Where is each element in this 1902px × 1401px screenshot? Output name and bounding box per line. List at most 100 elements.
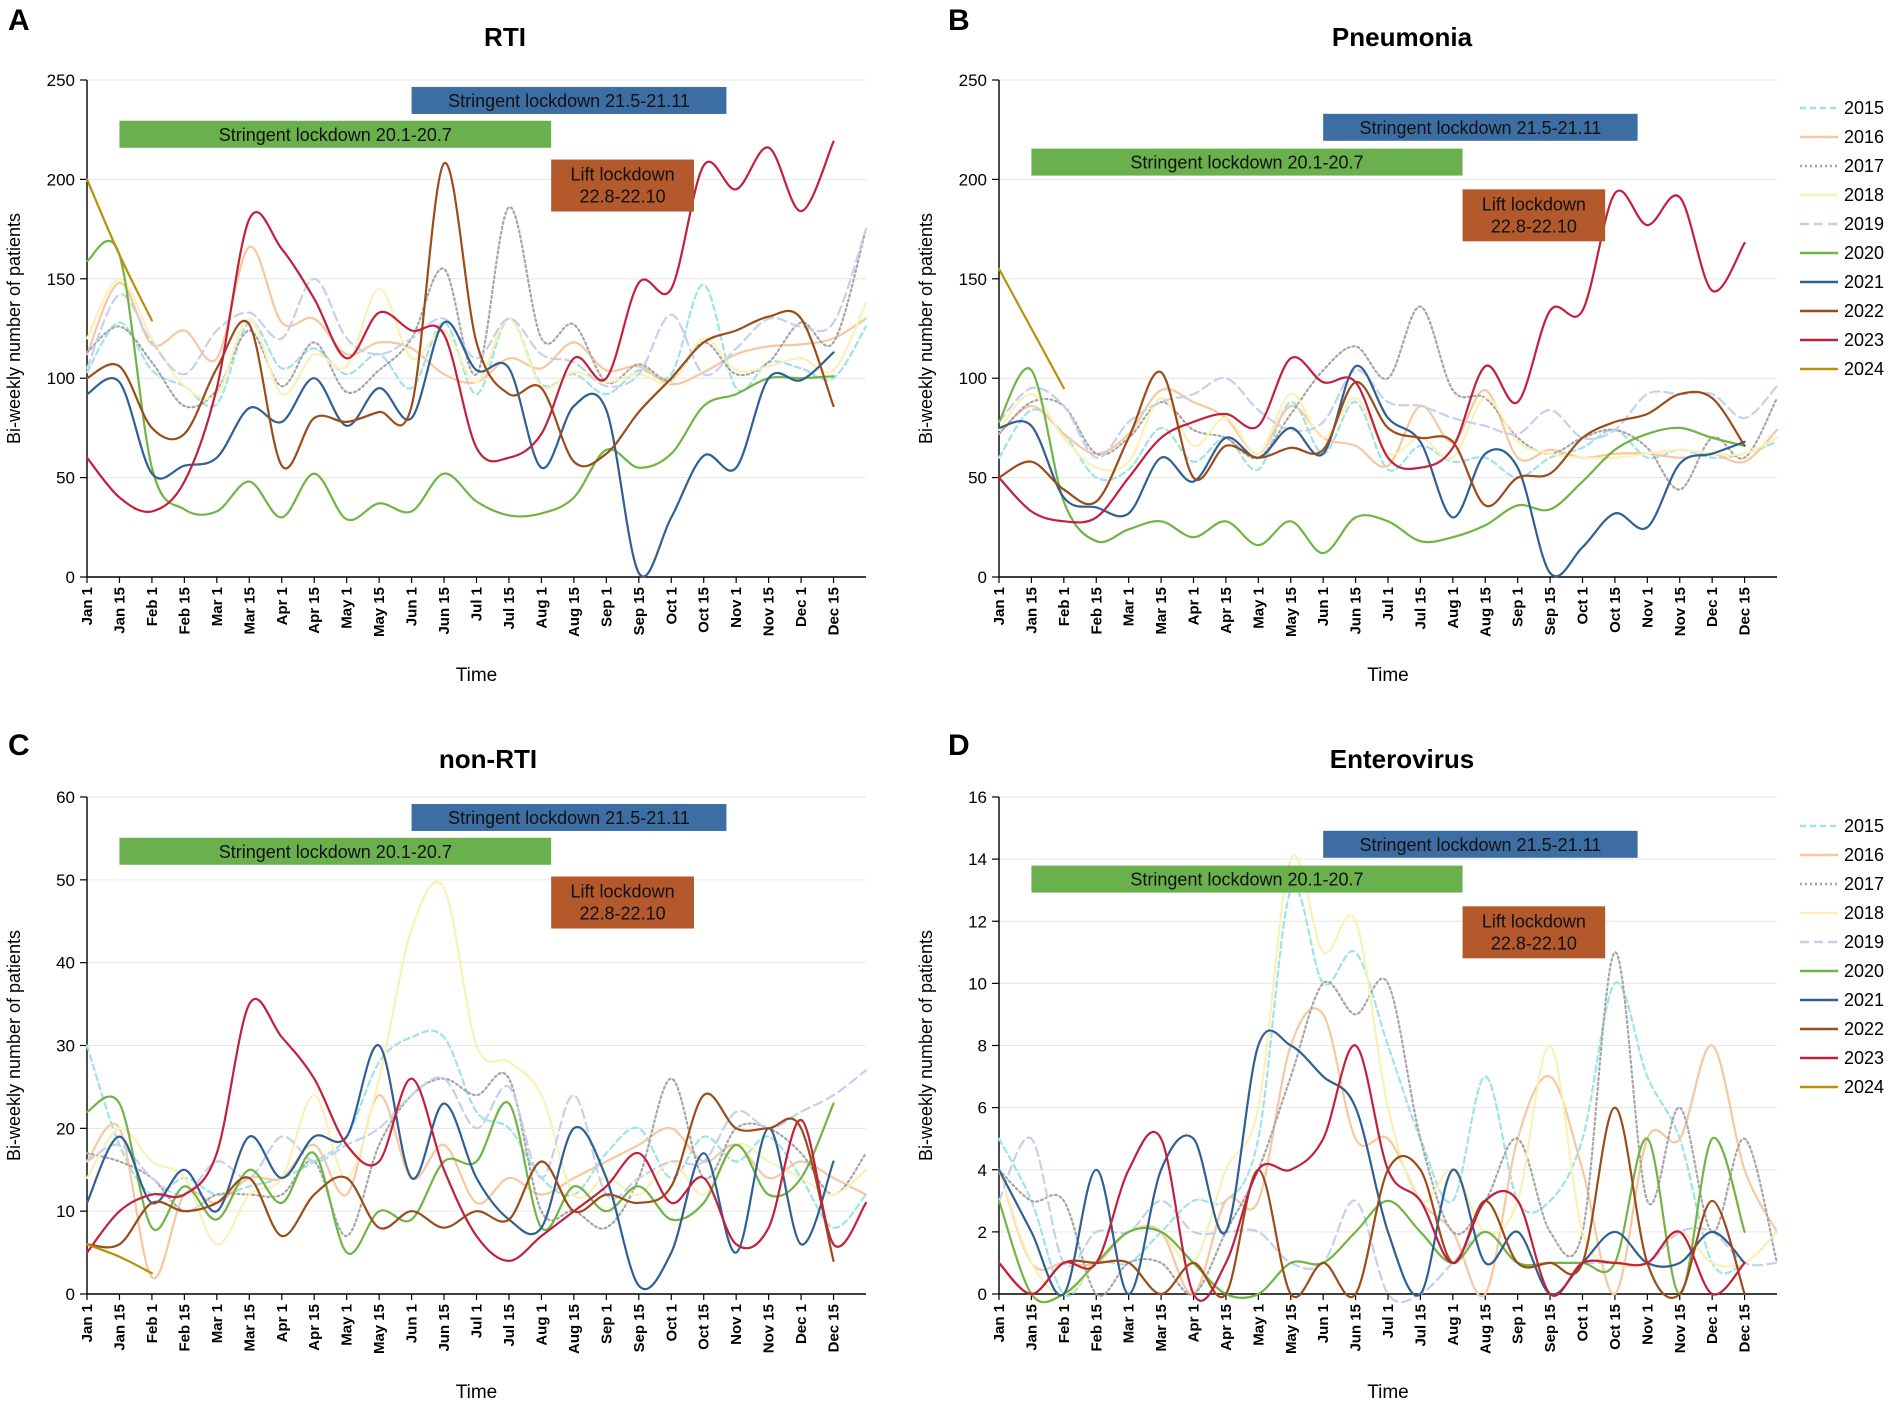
x-tick-label: Dec 15 — [826, 587, 843, 635]
legend-label-2022: 2022 — [1844, 1019, 1884, 1039]
y-axis-label: Bi-weekly number of patients — [916, 213, 936, 444]
x-tick-label: Feb 1 — [144, 587, 161, 626]
panel-title-a: RTI — [484, 22, 526, 52]
x-tick-label: Jul 1 — [1380, 587, 1397, 621]
y-tick-label: 50 — [56, 469, 75, 488]
y-tick-label: 200 — [47, 170, 75, 189]
lift-lockdown-dates: 22.8-22.10 — [1491, 216, 1577, 236]
x-tick-label: Jan 15 — [1023, 587, 1040, 634]
x-tick-label: Aug 15 — [566, 1304, 583, 1354]
lockdown-label-2021: Stringent lockdown 21.5-21.11 — [1359, 835, 1601, 855]
x-tick-label: Jan 15 — [111, 587, 128, 634]
x-tick-label: Mar 15 — [241, 1304, 258, 1352]
x-tick-label: Apr 15 — [306, 587, 323, 634]
x-tick-label: Aug 1 — [533, 587, 550, 629]
x-tick-label: Feb 1 — [1056, 1304, 1073, 1343]
lift-lockdown-label: Lift lockdown — [571, 165, 675, 185]
x-tick-label: Jun 1 — [404, 587, 421, 626]
x-tick-label: Sep 15 — [631, 1304, 648, 1352]
panel-b: B Pneumonia 0 50 100 150 200 250 Jan 1 Jan 15 Fe… — [916, 4, 1779, 686]
y-axis-label: Bi-weekly number of patients — [4, 930, 24, 1161]
legend-label-2020: 2020 — [1844, 243, 1884, 263]
series-line-2016 — [85, 1094, 868, 1280]
x-tick-label: Aug 1 — [533, 1304, 550, 1346]
series-line-2020 — [85, 1095, 835, 1255]
legend-label-2018: 2018 — [1844, 185, 1884, 205]
x-tick-label: Sep 1 — [1510, 1304, 1527, 1344]
series-line-2023 — [997, 1044, 1746, 1302]
x-tick-label: Jun 15 — [1348, 1304, 1365, 1352]
x-tick-label: Jul 1 — [469, 587, 486, 621]
y-tick-label: 40 — [56, 954, 75, 973]
series-line-2021 — [997, 364, 1746, 578]
series-line-2018 — [85, 880, 868, 1246]
y-tick-label: 12 — [968, 912, 987, 931]
x-tick-label: Jun 1 — [404, 1304, 421, 1343]
plot-area-d: 0 2 4 6 8 10 12 14 16 Jan 1 Jan 15 Feb 1 Feb 15 Mar 1… — [916, 788, 1779, 1401]
x-axis-label: Time — [456, 665, 498, 686]
lockdown-label-2021: Stringent lockdown 21.5-21.11 — [1359, 118, 1601, 138]
series-line-2017 — [85, 206, 868, 409]
x-tick-label: Apr 15 — [306, 1304, 323, 1351]
x-tick-label: Nov 1 — [1639, 587, 1656, 628]
plot-area-c: 0 10 20 30 40 50 60 Jan 1 Jan 15 Feb 1 Feb 15 Mar 1… — [4, 788, 868, 1401]
x-tick-label: Oct 15 — [696, 587, 713, 633]
y-tick-label: 4 — [978, 1161, 987, 1180]
x-tick-label: Oct 1 — [663, 587, 680, 625]
x-tick-label: Dec 1 — [793, 1304, 810, 1344]
x-tick-label: Sep 1 — [598, 587, 615, 627]
y-tick-label: 30 — [56, 1037, 75, 1056]
x-tick-label: Nov 1 — [728, 1304, 745, 1345]
series-line-2019 — [997, 369, 1779, 459]
series-line-2021 — [997, 1029, 1746, 1297]
panel-c: C non-RTI 0 10 20 30 40 50 60 Jan 1 Jan 15 Feb 1 F… — [4, 729, 868, 1401]
x-tick-label: Apr 1 — [274, 1304, 291, 1342]
lift-lockdown-label: Lift lockdown — [571, 882, 675, 902]
x-tick-label: Feb 15 — [1088, 1304, 1105, 1352]
series-line-2020 — [997, 1137, 1746, 1304]
x-tick-label: Sep 1 — [598, 1304, 615, 1344]
panel-d: D Enterovirus 0 2 4 6 8 10 12 14 16 Jan 1 Jan 15 Fe… — [916, 729, 1779, 1401]
lift-lockdown-dates: 22.8-22.10 — [1491, 933, 1577, 953]
x-tick-label: Sep 1 — [1510, 587, 1527, 627]
lockdown-label-2021: Stringent lockdown 21.5-21.11 — [448, 808, 690, 828]
legend-label-2017: 2017 — [1844, 874, 1884, 894]
x-tick-label: Oct 1 — [663, 1304, 680, 1342]
y-tick-label: 100 — [47, 369, 75, 388]
x-tick-label: Oct 15 — [1607, 1304, 1624, 1350]
series-line-2022 — [997, 1106, 1746, 1299]
x-tick-label: Nov 15 — [761, 587, 778, 636]
x-axis-label: Time — [1367, 665, 1409, 686]
lockdown-box-2021 — [411, 86, 727, 114]
x-tick-label: May 1 — [1250, 587, 1267, 629]
legend-label-2022: 2022 — [1844, 301, 1884, 321]
x-tick-label: Mar 1 — [1121, 1304, 1138, 1343]
x-tick-label: Dec 1 — [793, 587, 810, 627]
series-line-2018 — [85, 277, 868, 401]
y-tick-label: 6 — [978, 1099, 987, 1118]
y-tick-label: 0 — [978, 1285, 987, 1304]
legend-label-2023: 2023 — [1844, 1048, 1884, 1068]
lockdown-label-2020: Stringent lockdown 20.1-20.7 — [1130, 870, 1363, 890]
lift-lockdown-box — [1462, 189, 1606, 242]
x-tick-label: Jun 15 — [1348, 587, 1365, 635]
x-tick-label: Feb 15 — [1088, 587, 1105, 635]
series-line-2020 — [997, 367, 1746, 555]
x-tick-label: Mar 1 — [209, 587, 226, 626]
x-tick-label: Aug 15 — [566, 587, 583, 637]
x-tick-label: Nov 15 — [761, 1304, 778, 1353]
x-tick-label: Apr 15 — [1218, 1304, 1235, 1351]
legend-d: 2015 2016 2017 2018 2019 2020 2021 2022 2023 2024 — [1800, 816, 1884, 1097]
lockdown-box-2021 — [1323, 113, 1638, 141]
series-line-2017 — [85, 1071, 868, 1238]
y-tick-label: 60 — [56, 788, 75, 807]
x-tick-label: Oct 1 — [1575, 1304, 1592, 1342]
x-tick-label: Mar 1 — [209, 1304, 226, 1343]
series-line-2024 — [997, 267, 1065, 390]
y-tick-label: 250 — [959, 71, 987, 90]
y-tick-label: 8 — [978, 1037, 987, 1056]
lift-lockdown-label: Lift lockdown — [1482, 194, 1586, 214]
series-line-2021 — [85, 1044, 835, 1291]
y-tick-label: 50 — [968, 469, 987, 488]
